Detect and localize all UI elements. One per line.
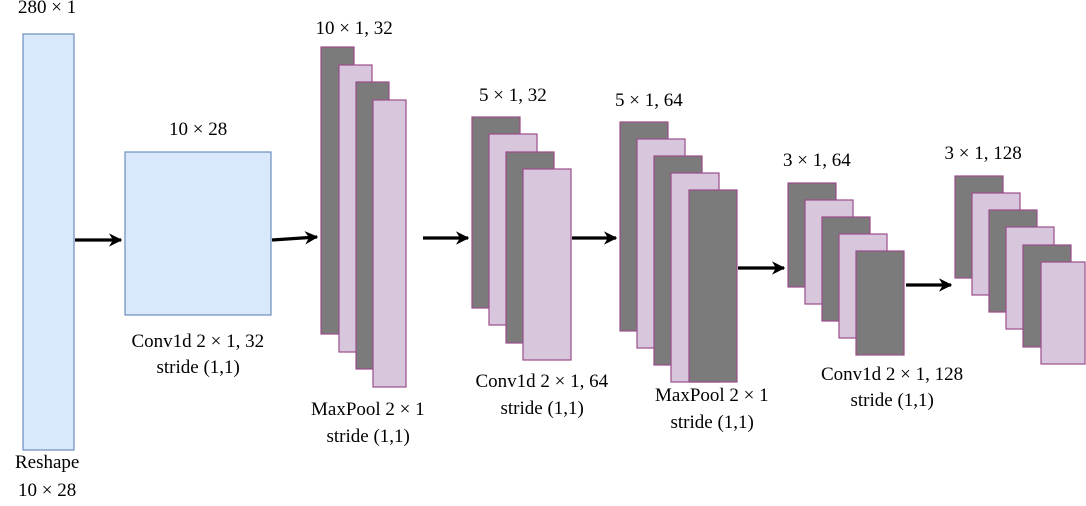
pool2-out-dims-label: 3 × 1, 64 <box>783 150 851 171</box>
conv3-op-label: Conv1d 2 × 1, 128 <box>821 364 964 385</box>
reshape-label: Reshape <box>15 452 80 473</box>
feature-map <box>372 99 407 388</box>
reshape-dims-label: 10 × 28 <box>18 480 77 501</box>
pool1-out-dims-label: 5 × 1, 32 <box>479 85 547 106</box>
conv2-stride-label: stride (1,1) <box>500 398 584 419</box>
input-dims-label: 280 × 1 <box>18 0 77 18</box>
arrow-conv1 <box>271 231 319 245</box>
reshaped-dims-label: 10 × 28 <box>169 119 228 140</box>
feature-map <box>522 168 572 361</box>
input-vector-block <box>22 33 75 451</box>
feature-map <box>855 250 905 356</box>
conv1-feature-maps <box>320 46 407 388</box>
conv2-out-dims-label: 5 × 1, 64 <box>615 90 683 111</box>
pool2-stride-label: stride (1,1) <box>670 412 754 433</box>
feature-map <box>1040 261 1086 365</box>
pool1-stride-label: stride (1,1) <box>326 426 410 447</box>
pool1-feature-maps <box>471 116 572 361</box>
conv1-stride-label: stride (1,1) <box>156 357 240 378</box>
pool2-feature-maps <box>787 182 905 356</box>
pool2-op-label: MaxPool 2 × 1 <box>655 385 769 406</box>
pool1-op-label: MaxPool 2 × 1 <box>311 399 425 420</box>
conv3-stride-label: stride (1,1) <box>850 390 934 411</box>
feature-map <box>688 189 738 383</box>
conv2-feature-maps <box>619 121 738 383</box>
conv3-feature-maps <box>954 175 1086 365</box>
conv3-out-dims-label: 3 × 1, 128 <box>944 143 1022 164</box>
conv2-op-label: Conv1d 2 × 1, 64 <box>475 371 609 392</box>
reshaped-matrix-block <box>124 151 272 316</box>
conv1-out-dims-label: 10 × 1, 32 <box>315 18 393 39</box>
conv1-op-label: Conv1d 2 × 1, 32 <box>131 331 265 352</box>
